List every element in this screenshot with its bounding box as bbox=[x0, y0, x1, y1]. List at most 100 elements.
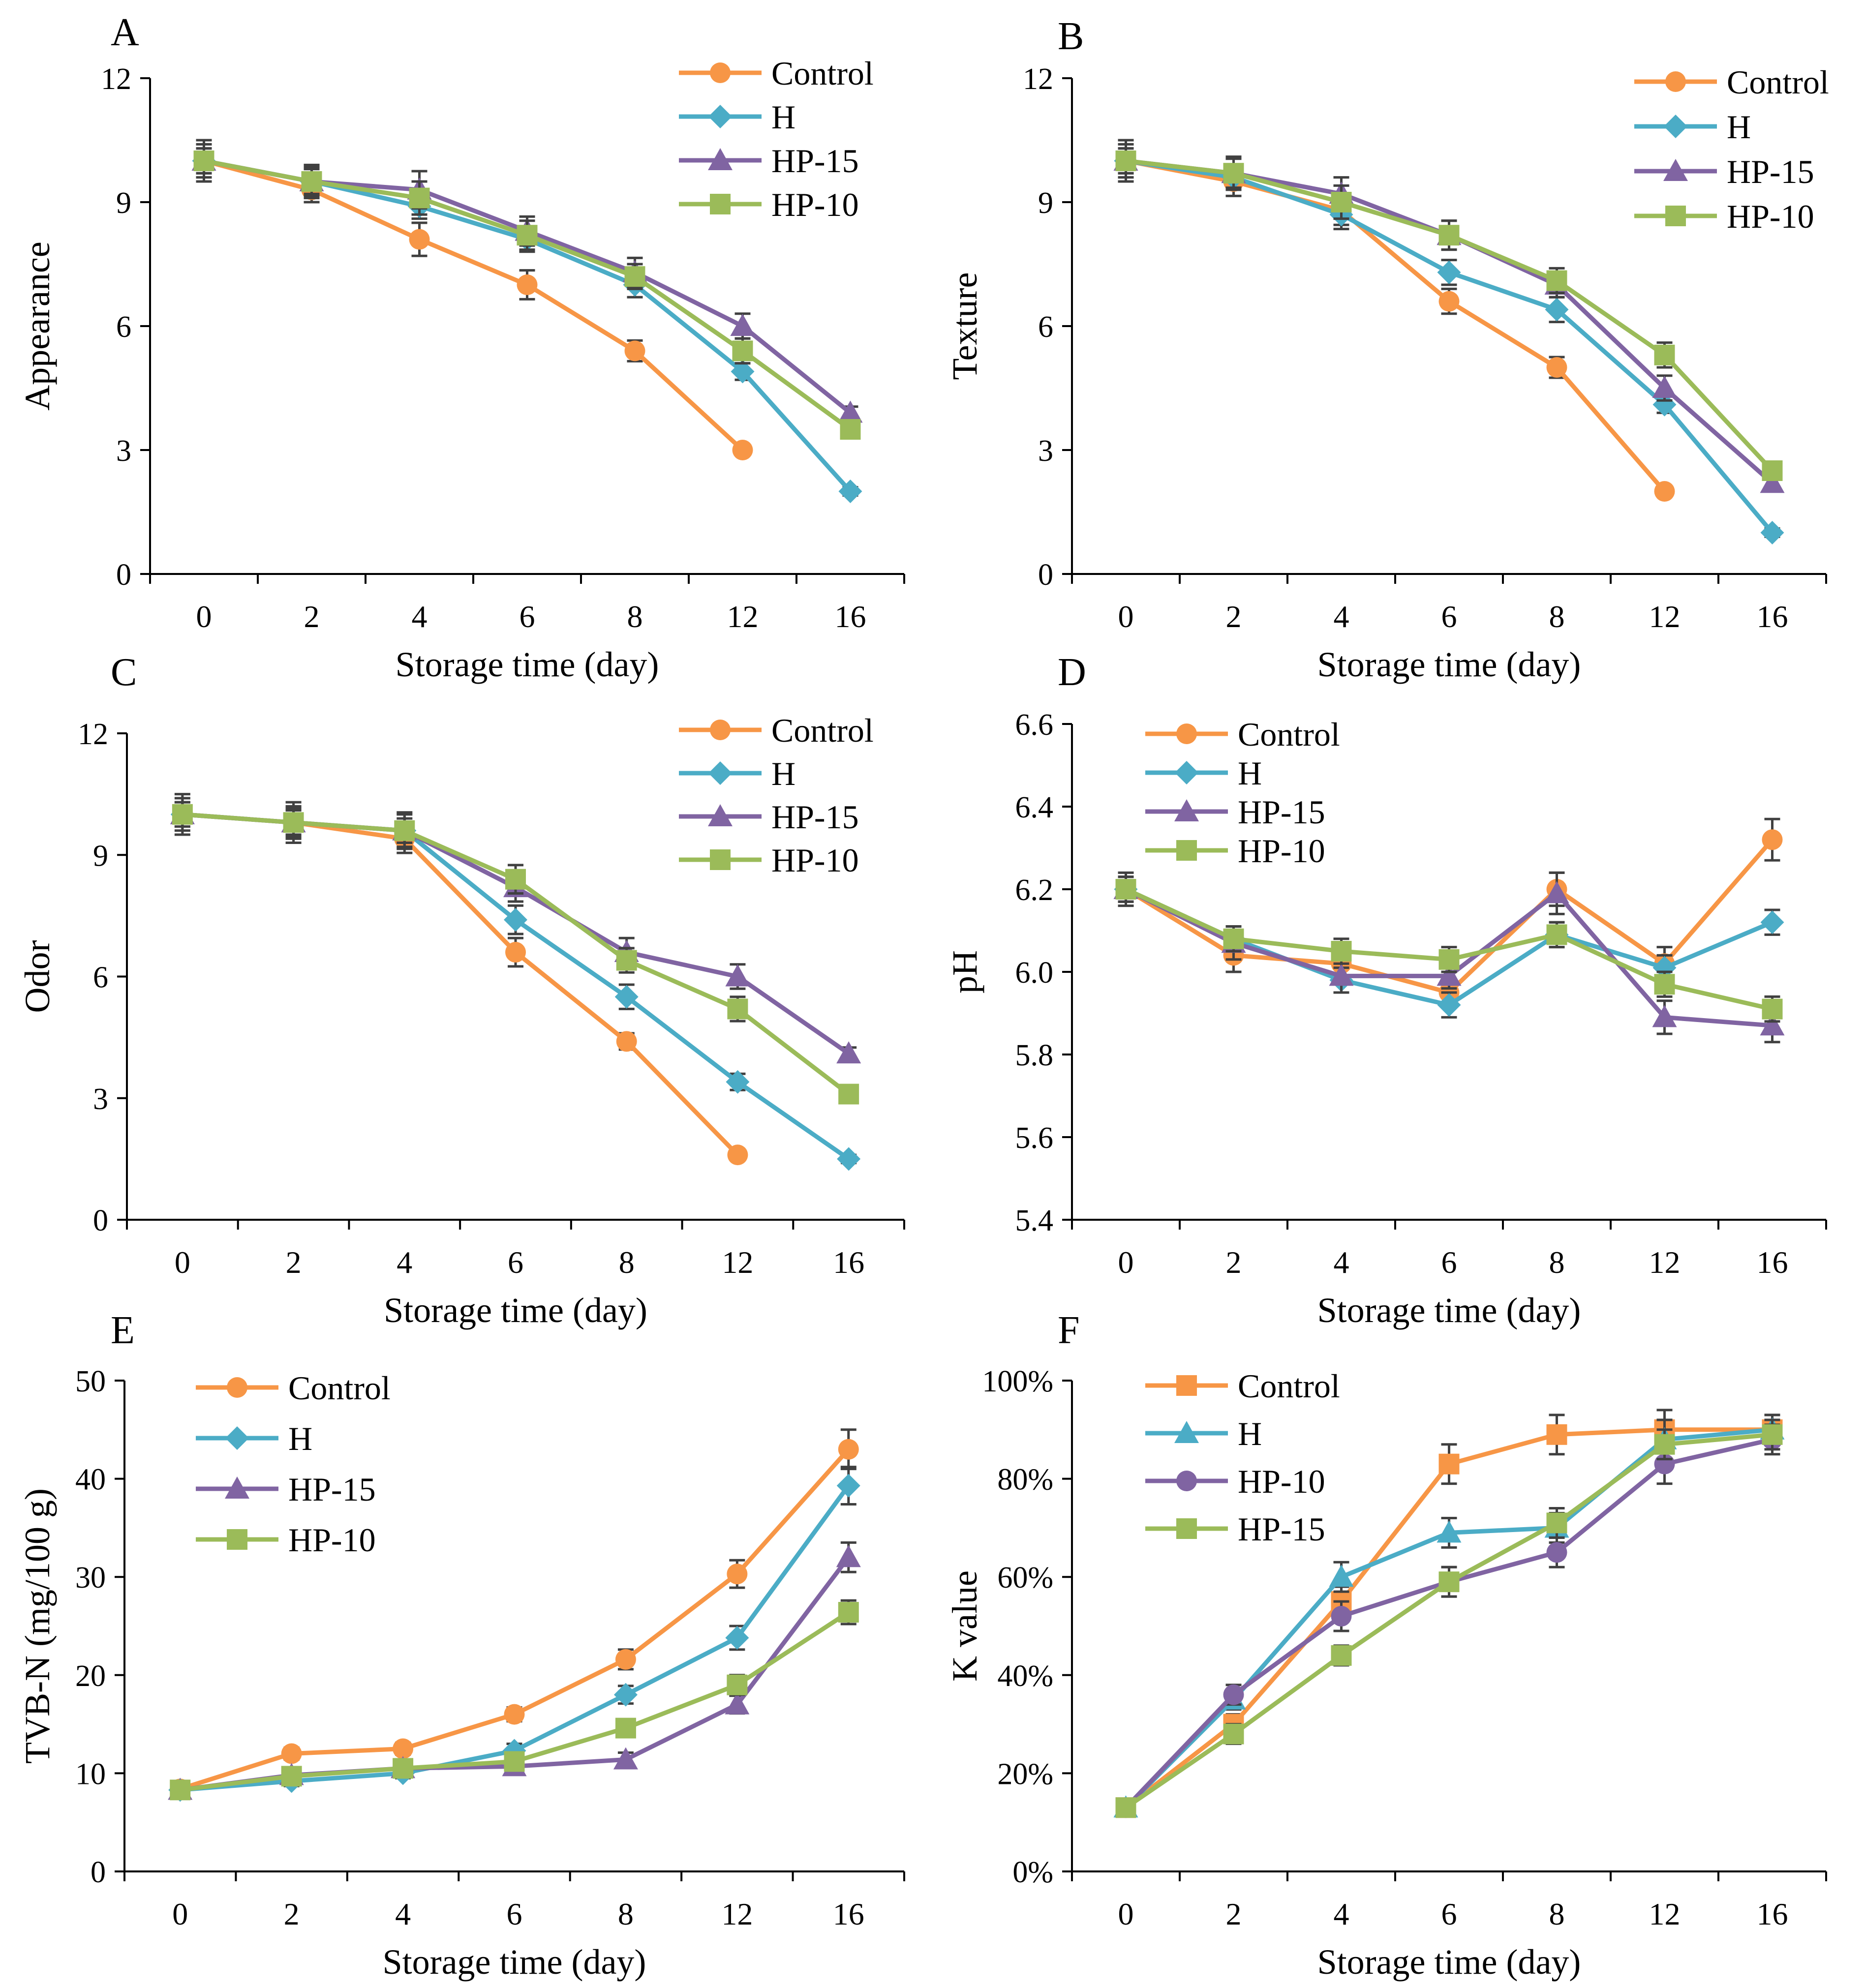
x-tick-label: 8 bbox=[618, 1897, 634, 1931]
data-point bbox=[838, 1084, 859, 1105]
legend-label: HP-10 bbox=[288, 1521, 376, 1559]
legend-label: Control bbox=[1238, 716, 1340, 753]
x-tick-label: 4 bbox=[395, 1897, 411, 1931]
legend-marker bbox=[1665, 206, 1686, 226]
data-point bbox=[1438, 949, 1460, 970]
y-tick-label: 100% bbox=[982, 1365, 1053, 1398]
series-line bbox=[180, 812, 740, 1157]
series-hp-10 bbox=[1115, 143, 1783, 481]
y-tick-label: 0% bbox=[1012, 1856, 1053, 1889]
data-point bbox=[1437, 1520, 1462, 1543]
x-tick-label: 2 bbox=[1226, 1897, 1242, 1931]
x-tick-label: 12 bbox=[727, 599, 759, 634]
data-point bbox=[725, 1626, 749, 1650]
x-tick-label: 12 bbox=[1649, 599, 1681, 634]
legend-marker bbox=[1176, 1518, 1197, 1539]
legend-marker bbox=[227, 1377, 247, 1398]
data-point bbox=[1223, 163, 1244, 184]
data-point bbox=[1544, 881, 1569, 904]
x-tick-label: 8 bbox=[619, 1245, 635, 1280]
y-axis-title: Texture bbox=[945, 272, 984, 380]
data-point bbox=[1331, 1606, 1352, 1627]
x-tick-label: 16 bbox=[1757, 1245, 1788, 1280]
legend: Control H HP-10 HP-15 bbox=[1145, 1367, 1340, 1548]
data-point bbox=[1652, 376, 1677, 398]
legend: Control H HP-15 HP-10 bbox=[196, 1369, 391, 1559]
legend-marker bbox=[708, 804, 733, 826]
x-tick-label: 12 bbox=[721, 1897, 753, 1931]
data-point bbox=[1546, 1512, 1567, 1534]
data-point bbox=[624, 266, 645, 287]
data-point bbox=[505, 869, 526, 890]
legend-marker bbox=[1176, 840, 1197, 861]
legend-marker bbox=[710, 849, 731, 870]
y-tick-label: 12 bbox=[1023, 62, 1053, 96]
x-tick-label: 6 bbox=[520, 599, 535, 634]
x-axis-title: Storage time (day) bbox=[383, 1942, 646, 1982]
data-point bbox=[1760, 521, 1784, 544]
y-tick-label: 0 bbox=[1038, 558, 1053, 592]
x-tick-label: 0 bbox=[1118, 1245, 1134, 1280]
legend-label: HP-15 bbox=[288, 1471, 376, 1508]
panel-letter: D bbox=[1058, 651, 1086, 694]
data-point bbox=[1652, 1005, 1677, 1027]
data-point bbox=[1329, 1565, 1354, 1587]
data-point bbox=[1437, 993, 1461, 1017]
legend-label: Control bbox=[771, 712, 874, 749]
x-tick-label: 0 bbox=[1118, 599, 1134, 634]
x-tick-label: 2 bbox=[1226, 599, 1242, 634]
panel-letter: F bbox=[1058, 1309, 1080, 1352]
data-point bbox=[727, 1145, 748, 1166]
x-tick-label: 4 bbox=[397, 1245, 412, 1280]
y-tick-label: 9 bbox=[1038, 186, 1053, 220]
y-tick-label: 6.6 bbox=[1015, 708, 1054, 742]
data-point bbox=[1437, 260, 1461, 284]
legend-label: HP-10 bbox=[1238, 1463, 1325, 1500]
series-line bbox=[1124, 1432, 1774, 1810]
legend-marker bbox=[708, 148, 733, 170]
y-axis-title: Odor bbox=[18, 940, 57, 1013]
data-point bbox=[1654, 1434, 1675, 1455]
data-point bbox=[505, 942, 526, 963]
legend-marker bbox=[1174, 799, 1199, 821]
data-point bbox=[615, 1649, 636, 1670]
x-axis-title: Storage time (day) bbox=[384, 1291, 647, 1330]
x-tick-label: 8 bbox=[1549, 1245, 1565, 1280]
legend-label: H bbox=[1727, 108, 1751, 146]
data-point bbox=[1115, 1797, 1136, 1818]
y-tick-label: 6 bbox=[93, 961, 108, 994]
data-point bbox=[616, 950, 637, 971]
x-tick-label: 16 bbox=[835, 599, 866, 634]
data-point bbox=[1546, 357, 1567, 378]
x-tick-label: 16 bbox=[833, 1897, 864, 1931]
y-tick-label: 80% bbox=[997, 1463, 1053, 1497]
data-point bbox=[394, 820, 415, 841]
legend-marker bbox=[1664, 115, 1687, 138]
legend-label: HP-10 bbox=[771, 842, 859, 879]
series-control bbox=[1115, 1409, 1783, 1818]
data-point bbox=[1546, 924, 1567, 945]
series-hp-10 bbox=[172, 797, 859, 1105]
y-tick-label: 0 bbox=[93, 1204, 108, 1237]
panel-letter: B bbox=[1058, 15, 1084, 58]
legend: Control H HP-15 HP-10 bbox=[679, 712, 874, 879]
series-h bbox=[192, 147, 862, 503]
series-hp-15 bbox=[1115, 1418, 1783, 1818]
legend-marker bbox=[1175, 761, 1198, 784]
legend-marker bbox=[225, 1476, 249, 1499]
data-point bbox=[732, 440, 753, 460]
data-point bbox=[730, 314, 755, 336]
x-tick-label: 16 bbox=[833, 1245, 864, 1280]
data-point bbox=[193, 151, 214, 171]
series-hp-15 bbox=[1113, 139, 1785, 493]
chart-panel-f: F 0% 20% 40% 60% 80% 100% 0 2 4 6 8 12 16 Storage time… bbox=[945, 1309, 1827, 1982]
x-tick-label: 2 bbox=[1226, 1245, 1242, 1280]
y-tick-label: 5.8 bbox=[1015, 1039, 1054, 1072]
y-tick-label: 5.4 bbox=[1015, 1204, 1054, 1237]
data-point bbox=[504, 1751, 525, 1772]
data-point bbox=[393, 1758, 414, 1779]
y-axis-title: pH bbox=[945, 950, 984, 994]
data-point bbox=[1762, 1424, 1783, 1445]
data-point bbox=[301, 171, 322, 192]
